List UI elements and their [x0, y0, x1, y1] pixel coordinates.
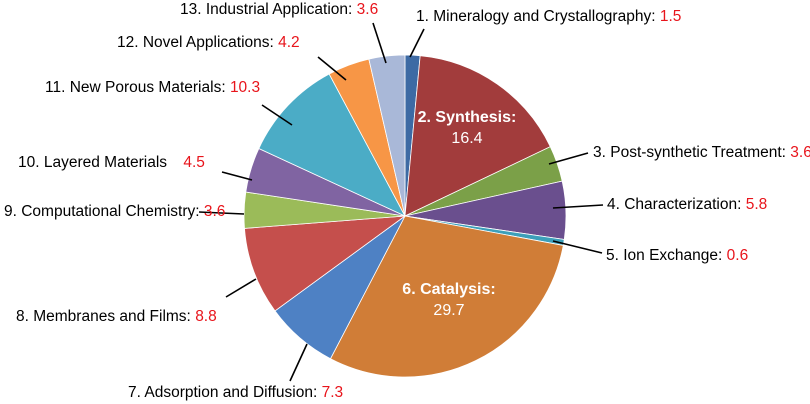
- value-industrial-application: 3.6: [357, 1, 379, 18]
- value-membranes-and-films: 8.8: [195, 308, 217, 325]
- label-layered-materials: 10. Layered Materials 4.5: [18, 154, 205, 171]
- slice-new-porous-materials: [258, 73, 406, 217]
- leader-adsorption-and-diffusion: [289, 343, 308, 382]
- value-post-synthetic-treatment: 3.6: [790, 144, 810, 161]
- leader-post-synthetic-treatment: [548, 152, 589, 165]
- slice-industrial-application: [368, 54, 406, 217]
- value-mineralogy-and-crystallography: 1.5: [660, 8, 682, 25]
- slice-catalysis: [329, 215, 564, 378]
- value-synthesis: 16.4: [451, 130, 482, 147]
- label-computational-chemistry: 9. Computational Chemistry: 3.6: [4, 203, 225, 220]
- label-adsorption-and-diffusion: 7. Adsorption and Diffusion: 7.3: [128, 384, 343, 401]
- value-ion-exchange: 0.6: [727, 247, 749, 264]
- value-characterization: 5.8: [746, 196, 768, 213]
- leader-characterization: [552, 204, 604, 209]
- leader-layered-materials: [221, 171, 253, 181]
- value-novel-applications: 4.2: [278, 34, 300, 51]
- value-adsorption-and-diffusion: 7.3: [322, 384, 344, 401]
- pie-slices: [243, 54, 567, 378]
- leader-novel-applications: [317, 56, 347, 81]
- value-computational-chemistry: 3.6: [204, 203, 226, 220]
- label-new-porous-materials: 11. New Porous Materials: 10.3: [45, 79, 260, 96]
- leader-computational-chemistry: [198, 211, 245, 215]
- leader-mineralogy-and-crystallography: [409, 28, 425, 58]
- value-layered-materials: 4.5: [183, 154, 205, 171]
- leader-industrial-application: [372, 22, 387, 64]
- leader-ion-exchange: [552, 240, 603, 254]
- label-ion-exchange: 5. Ion Exchange: 0.6: [606, 247, 748, 264]
- slice-membranes-and-films: [244, 215, 407, 312]
- label-industrial-application: 13. Industrial Application: 3.6: [180, 1, 378, 18]
- value-new-porous-materials: 10.3: [230, 79, 260, 96]
- leader-membranes-and-films: [225, 278, 257, 298]
- label-catalysis: 6. Catalysis:: [402, 281, 495, 298]
- label-mineralogy-and-crystallography: 1. Mineralogy and Crystallography: 1.5: [416, 8, 681, 25]
- value-catalysis: 29.7: [433, 302, 464, 319]
- label-characterization: 4. Characterization: 5.8: [607, 196, 767, 213]
- label-novel-applications: 12. Novel Applications: 4.2: [117, 34, 300, 51]
- leader-new-porous-materials: [261, 104, 293, 126]
- label-synthesis: 2. Synthesis:: [418, 109, 517, 126]
- label-membranes-and-films: 8. Membranes and Films: 8.8: [16, 308, 217, 325]
- slice-labels: 1. Mineralogy and Crystallography: 1.5 2.…: [4, 1, 810, 401]
- slice-synthesis: [404, 55, 551, 217]
- leader-lines: [198, 22, 604, 382]
- label-post-synthetic-treatment: 3. Post-synthetic Treatment: 3.6: [593, 144, 810, 161]
